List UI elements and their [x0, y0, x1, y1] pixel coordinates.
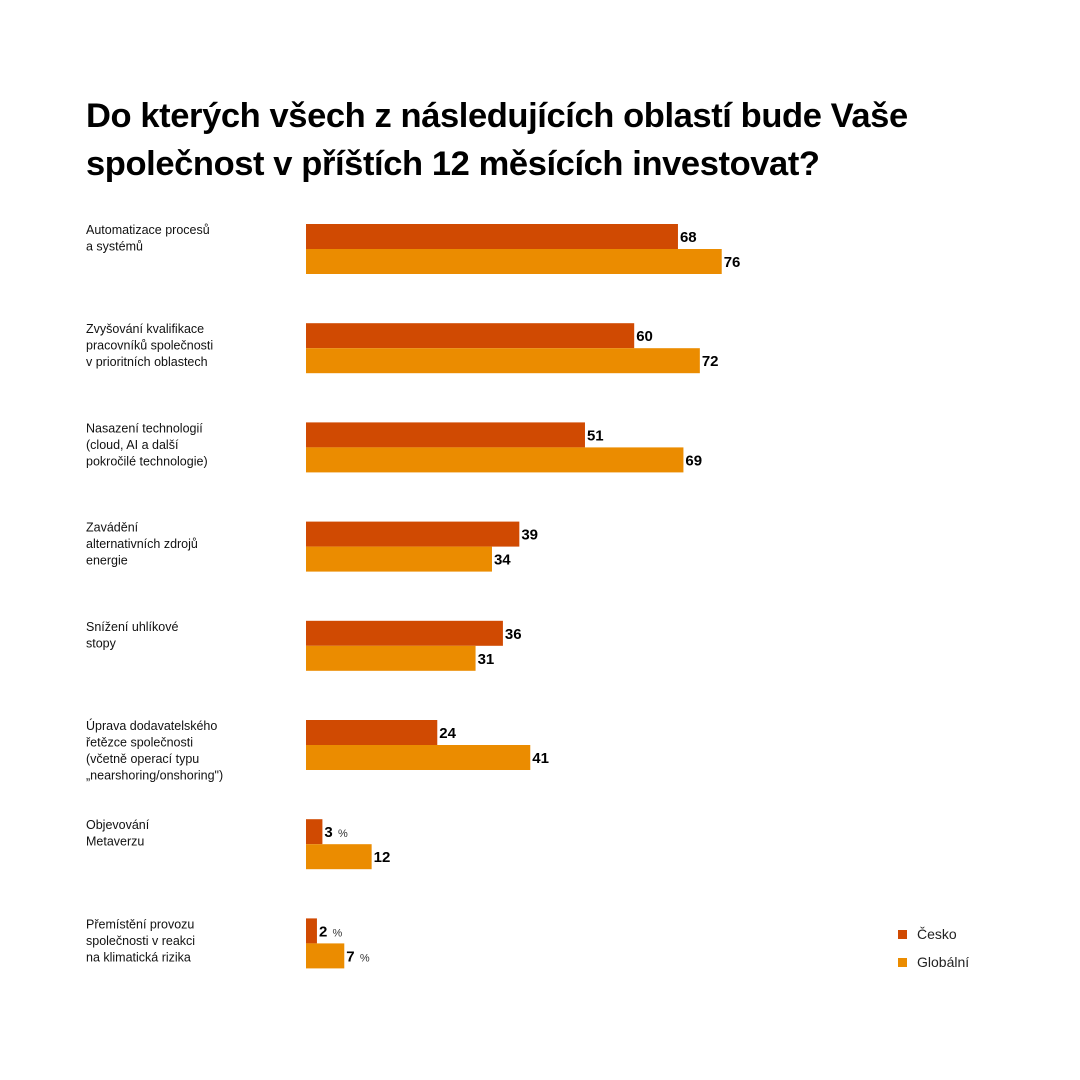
category-label-line: Automatizace procesů	[86, 223, 210, 237]
category-label-line: řetězce společnosti	[86, 736, 193, 750]
value-label-globalni: 31	[478, 651, 495, 668]
category-label: Zavádění alternativních zdrojů energie	[86, 521, 198, 568]
value-label-globalni: 41	[532, 750, 549, 767]
value-label-globalni: 7	[346, 948, 354, 965]
category-label-line: Úprava dodavatelského	[86, 718, 217, 733]
legend-label-cesko: Česko	[917, 926, 957, 942]
bar-cesko	[306, 620, 503, 646]
category-label-line: stopy	[86, 636, 117, 650]
legend-swatch-cesko	[898, 929, 907, 939]
value-label-globalni: 76	[724, 254, 741, 271]
percent-sign: %	[333, 927, 343, 939]
bar-globalni	[306, 249, 722, 274]
bar-cesko	[306, 720, 438, 745]
category-label-line: Metaverzu	[86, 835, 144, 849]
bar-cesko	[306, 422, 585, 448]
bar-cesko	[306, 323, 635, 349]
bar-globalni	[306, 348, 700, 374]
category-label-line: Zavádění	[86, 521, 139, 535]
legend-item-globalni: Globální	[898, 948, 969, 976]
category-label: Snížení uhlíkové stopy	[86, 620, 178, 651]
percent-sign: %	[360, 952, 370, 964]
bar-globalni	[306, 844, 372, 870]
value-label-cesko: 3	[324, 824, 332, 841]
bar-globalni	[306, 645, 476, 671]
value-label-globalni: 72	[702, 353, 719, 370]
category-label-line: alternativních zdrojů	[86, 537, 198, 551]
category-label-line: pracovníků společnosti	[86, 339, 213, 353]
value-label-globalni: 12	[374, 849, 391, 866]
bar-cesko	[306, 224, 678, 249]
value-label-cesko: 24	[439, 725, 456, 742]
category-label-line: (včetně operací typu	[86, 752, 199, 766]
category-label-line: Snížení uhlíkové	[86, 620, 178, 634]
category-label-line: a systémů	[86, 240, 143, 254]
percent-sign: %	[338, 828, 348, 840]
bar-globalni	[306, 546, 492, 572]
value-label-cesko: 68	[680, 229, 697, 246]
value-label-cesko: 60	[636, 328, 653, 345]
value-label-cesko: 51	[587, 427, 604, 444]
chart-title: Do kterých všech z následujících oblastí…	[86, 97, 908, 183]
category-label-line: Objevování	[86, 818, 150, 832]
category-label-line: v prioritních oblastech	[86, 355, 208, 369]
category-label-line: pokročilé technologie)	[86, 454, 208, 468]
category-label-line: Přemístění provozu	[86, 917, 194, 931]
category-label: Přemístění provozu společnosti v reakci na…	[86, 917, 195, 964]
bar-globalni	[306, 943, 345, 969]
category-label-line: na klimatická rizika	[86, 950, 191, 964]
bar-cesko	[306, 521, 520, 547]
category-label-line: Nasazení technologií	[86, 421, 203, 435]
value-label-globalni: 69	[685, 452, 702, 469]
category-label-line: společnosti v reakci	[86, 934, 195, 948]
legend-swatch-globalni	[898, 957, 907, 967]
bar-cesko	[306, 819, 323, 845]
category-label-line: energie	[86, 554, 128, 568]
legend-item-cesko: Česko	[898, 920, 969, 948]
category-label: Nasazení technologií (cloud, AI a další po…	[86, 421, 208, 468]
value-label-globalni: 34	[494, 552, 511, 569]
category-label-line: Zvyšování kvalifikace	[86, 322, 204, 336]
category-label: Zvyšování kvalifikace pracovníků společno…	[86, 322, 213, 369]
category-label-line: (cloud, AI a další	[86, 438, 179, 452]
value-label-cesko: 39	[521, 527, 538, 544]
bar-globalni	[306, 745, 531, 770]
value-label-cesko: 36	[505, 626, 522, 643]
category-label: Objevování Metaverzu	[86, 818, 150, 849]
legend: Česko Globální	[898, 920, 969, 976]
value-label-cesko: 2	[319, 923, 327, 940]
legend-label-globalni: Globální	[917, 954, 970, 970]
category-label-line: „nearshoring/onshoring")	[86, 769, 223, 783]
bar-globalni	[306, 447, 684, 473]
category-label: Automatizace procesů a systémů	[86, 223, 210, 254]
bar-cesko	[306, 918, 317, 944]
category-label: Úprava dodavatelského řetězce společnosti…	[86, 718, 223, 783]
